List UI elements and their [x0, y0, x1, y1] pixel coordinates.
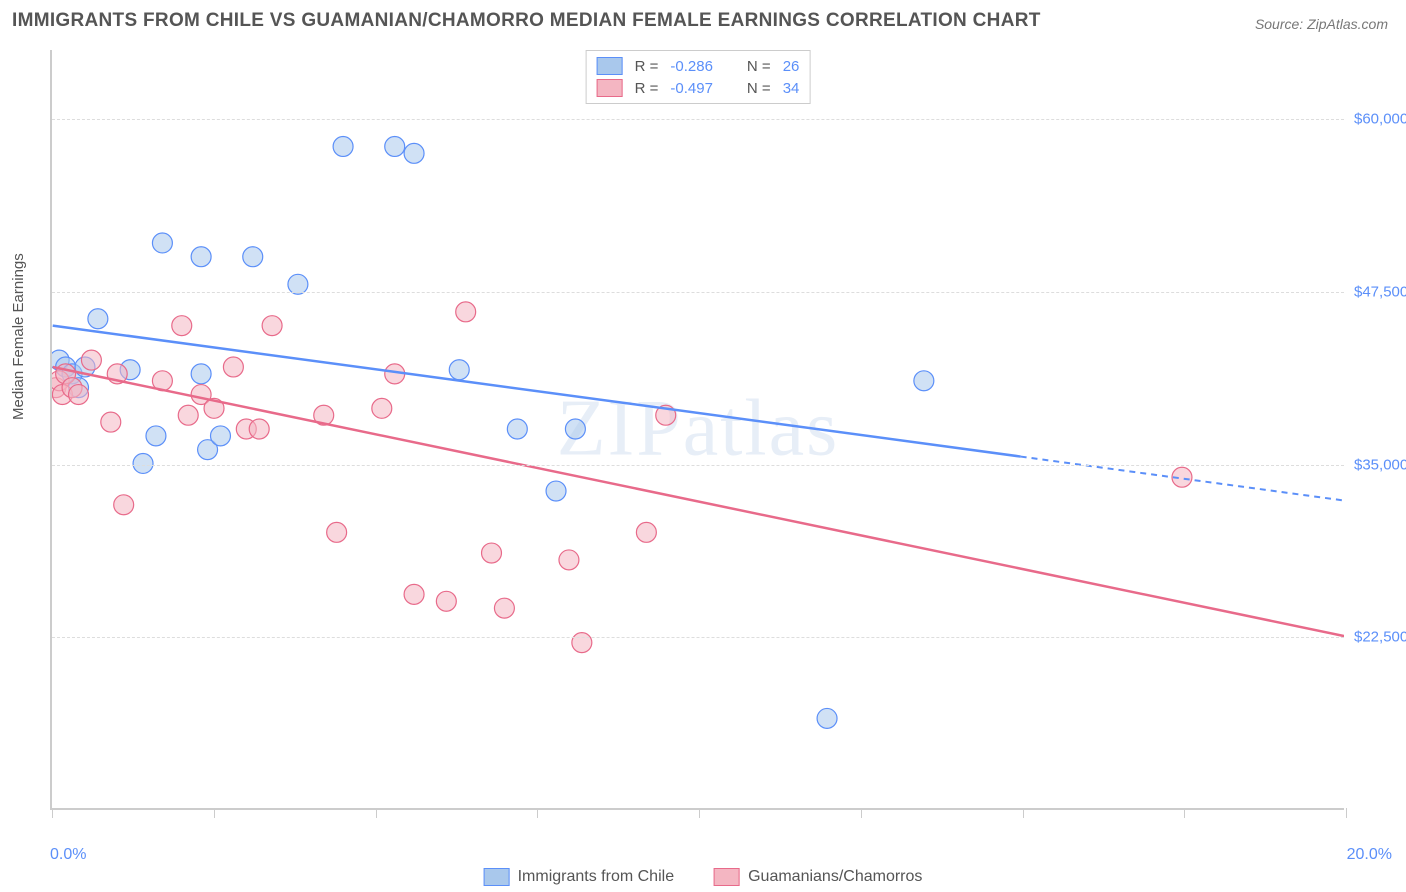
data-point	[69, 385, 89, 405]
data-point	[249, 419, 269, 439]
legend-r-label: R =	[635, 58, 659, 75]
data-point	[333, 136, 353, 156]
data-point	[572, 633, 592, 653]
source-attribution: Source: ZipAtlas.com	[1255, 16, 1388, 32]
legend-swatch-bottom-1	[714, 868, 740, 886]
gridline	[52, 465, 1344, 466]
data-point	[436, 591, 456, 611]
legend-n-value-1: 34	[783, 80, 800, 97]
legend-series: Immigrants from Chile Guamanians/Chamorr…	[484, 868, 923, 886]
legend-r-value-0: -0.286	[670, 58, 713, 75]
plot-area: ZIPatlas R = -0.286 N = 26 R = -0.497 N …	[50, 50, 1344, 810]
data-point	[146, 426, 166, 446]
legend-swatch-0	[597, 57, 623, 75]
x-tick	[1023, 808, 1024, 818]
data-point	[178, 405, 198, 425]
data-point	[385, 136, 405, 156]
data-point	[817, 708, 837, 728]
gridline	[52, 637, 1344, 638]
x-tick	[699, 808, 700, 818]
data-point	[81, 350, 101, 370]
data-point	[494, 598, 514, 618]
y-tick-label: $35,000	[1354, 456, 1406, 473]
data-point	[133, 453, 153, 473]
data-point	[191, 247, 211, 267]
data-point	[327, 522, 347, 542]
data-point	[372, 398, 392, 418]
plot-svg	[52, 50, 1344, 808]
gridline	[52, 292, 1344, 293]
chart-title: IMMIGRANTS FROM CHILE VS GUAMANIAN/CHAMO…	[12, 10, 1041, 32]
legend-stats-row-0: R = -0.286 N = 26	[597, 55, 800, 77]
chart-container: IMMIGRANTS FROM CHILE VS GUAMANIAN/CHAMO…	[0, 0, 1406, 892]
legend-swatch-1	[597, 79, 623, 97]
legend-stats-row-1: R = -0.497 N = 34	[597, 77, 800, 99]
data-point	[636, 522, 656, 542]
x-tick	[52, 808, 53, 818]
legend-series-item-1: Guamanians/Chamorros	[714, 868, 922, 886]
data-point	[243, 247, 263, 267]
data-point	[262, 316, 282, 336]
legend-n-value-0: 26	[783, 58, 800, 75]
data-point	[172, 316, 192, 336]
x-tick	[376, 808, 377, 818]
x-axis-min-label: 0.0%	[50, 846, 86, 864]
data-point	[914, 371, 934, 391]
data-point	[404, 143, 424, 163]
y-tick-label: $60,000	[1354, 111, 1406, 128]
data-point	[223, 357, 243, 377]
y-tick-label: $22,500	[1354, 629, 1406, 646]
gridline	[52, 119, 1344, 120]
x-tick	[861, 808, 862, 818]
legend-stats: R = -0.286 N = 26 R = -0.497 N = 34	[586, 50, 811, 104]
x-tick	[1184, 808, 1185, 818]
legend-series-label-1: Guamanians/Chamorros	[748, 868, 922, 886]
x-tick	[537, 808, 538, 818]
legend-n-label: N =	[747, 58, 771, 75]
data-point	[191, 364, 211, 384]
data-point	[482, 543, 502, 563]
data-point	[88, 309, 108, 329]
y-tick-label: $47,500	[1354, 283, 1406, 300]
legend-n-label: N =	[747, 80, 771, 97]
x-tick	[1346, 808, 1347, 818]
data-point	[211, 426, 231, 446]
x-axis-max-label: 20.0%	[1347, 846, 1392, 864]
legend-swatch-bottom-0	[484, 868, 510, 886]
y-axis-label: Median Female Earnings	[10, 253, 27, 420]
data-point	[449, 360, 469, 380]
data-point	[152, 233, 172, 253]
data-point	[559, 550, 579, 570]
trend-line	[53, 367, 1344, 643]
data-point	[114, 495, 134, 515]
legend-r-value-1: -0.497	[670, 80, 713, 97]
legend-series-label-0: Immigrants from Chile	[518, 868, 674, 886]
data-point	[565, 419, 585, 439]
x-tick	[214, 808, 215, 818]
data-point	[101, 412, 121, 432]
legend-series-item-0: Immigrants from Chile	[484, 868, 674, 886]
data-point	[546, 481, 566, 501]
legend-r-label: R =	[635, 80, 659, 97]
data-point	[456, 302, 476, 322]
data-point	[404, 584, 424, 604]
data-point	[507, 419, 527, 439]
